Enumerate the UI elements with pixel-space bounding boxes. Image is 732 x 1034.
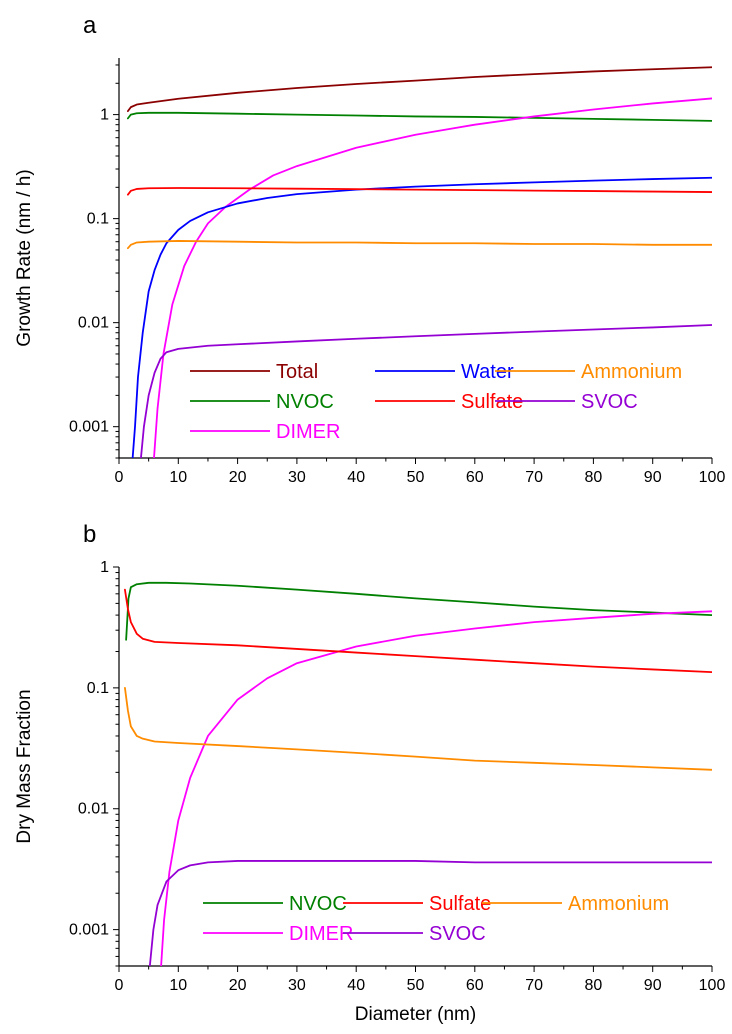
x-tick-label: 60 [466, 469, 484, 486]
y-axis-title: Growth Rate (nm / h) [14, 169, 35, 346]
series-line-dimer [153, 97, 712, 458]
legend-label-sulfate: Sulfate [429, 893, 491, 915]
panel-b-letter: b [83, 521, 96, 548]
legend-label-ammonium: Ammonium [568, 893, 669, 915]
y-tick-label: 0.1 [87, 680, 109, 697]
legend-label-nvoc: NVOC [289, 893, 347, 915]
x-tick-label: 20 [229, 469, 247, 486]
legend: NVOC Sulfate Ammonium DIMER SVOC [203, 893, 669, 945]
series-line-svoc [148, 860, 712, 966]
legend-label-total: Total [276, 361, 318, 383]
x-axis-title: Diameter (nm) [355, 1004, 476, 1025]
y-tick-label: 0.001 [69, 922, 109, 939]
x-tick-label: 50 [407, 469, 425, 486]
series-line-svoc [140, 324, 712, 458]
x-tick-label: 90 [644, 469, 662, 486]
x-tick-label: 50 [407, 977, 425, 994]
x-tick-label: 60 [466, 977, 484, 994]
x-tick-label: 30 [288, 977, 306, 994]
x-tick-label: 70 [525, 469, 543, 486]
legend-label-ammonium: Ammonium [581, 361, 682, 383]
legend-label-water: Water [461, 361, 514, 383]
x-tick-label: 90 [644, 977, 662, 994]
x-tick-label: 0 [115, 469, 124, 486]
x-tick-label: 100 [699, 977, 726, 994]
y-tick-label: 1 [100, 559, 109, 576]
x-tick-label: 40 [347, 977, 365, 994]
dry-mass-fraction-plot: 0 10 20 30 40 50 60 70 80 90 100 0.001 0.01 0.1 1 Dry M… [14, 559, 725, 1025]
panel-a-letter: a [83, 12, 97, 39]
growth-rate-plot: 0 10 20 30 40 50 60 70 80 90 100 0.001 0.01 0.1 1 Growt… [14, 58, 725, 486]
legend: Total Water Ammonium NVOC Sulfate SVOC DIMER [190, 361, 682, 443]
series-line-ammonium [124, 686, 712, 771]
y-tick-label: 0.001 [69, 419, 109, 436]
series-line-nvoc [125, 581, 712, 641]
x-tick-label: 40 [347, 469, 365, 486]
y-tick-label: 0.01 [78, 315, 109, 332]
series-line-water [131, 176, 712, 458]
x-tick-label: 10 [169, 977, 187, 994]
series-line-nvoc [126, 111, 712, 122]
legend-label-svoc: SVOC [581, 391, 638, 413]
legend-label-nvoc: NVOC [276, 391, 334, 413]
x-tick-label: 30 [288, 469, 306, 486]
legend-label-svoc: SVOC [429, 923, 486, 945]
y-tick-label: 0.1 [87, 211, 109, 228]
y-axis-title: Dry Mass Fraction [14, 689, 35, 843]
legend-label-dimer: DIMER [276, 421, 340, 443]
legend-label-dimer: DIMER [289, 923, 353, 945]
series-line-total [126, 66, 712, 113]
series-line-sulfate [124, 588, 712, 674]
series-line-dimer [160, 610, 712, 966]
y-tick-label: 1 [100, 107, 109, 124]
x-tick-label: 80 [585, 469, 603, 486]
x-tick-label: 100 [699, 469, 726, 486]
x-tick-label: 20 [229, 977, 247, 994]
x-tick-label: 70 [525, 977, 543, 994]
x-tick-label: 10 [169, 469, 187, 486]
x-tick-label: 0 [115, 977, 124, 994]
series-line-ammonium [126, 240, 712, 250]
series-line-sulfate [126, 187, 712, 196]
x-tick-label: 80 [585, 977, 603, 994]
legend-label-sulfate: Sulfate [461, 391, 523, 413]
y-tick-label: 0.01 [78, 801, 109, 818]
